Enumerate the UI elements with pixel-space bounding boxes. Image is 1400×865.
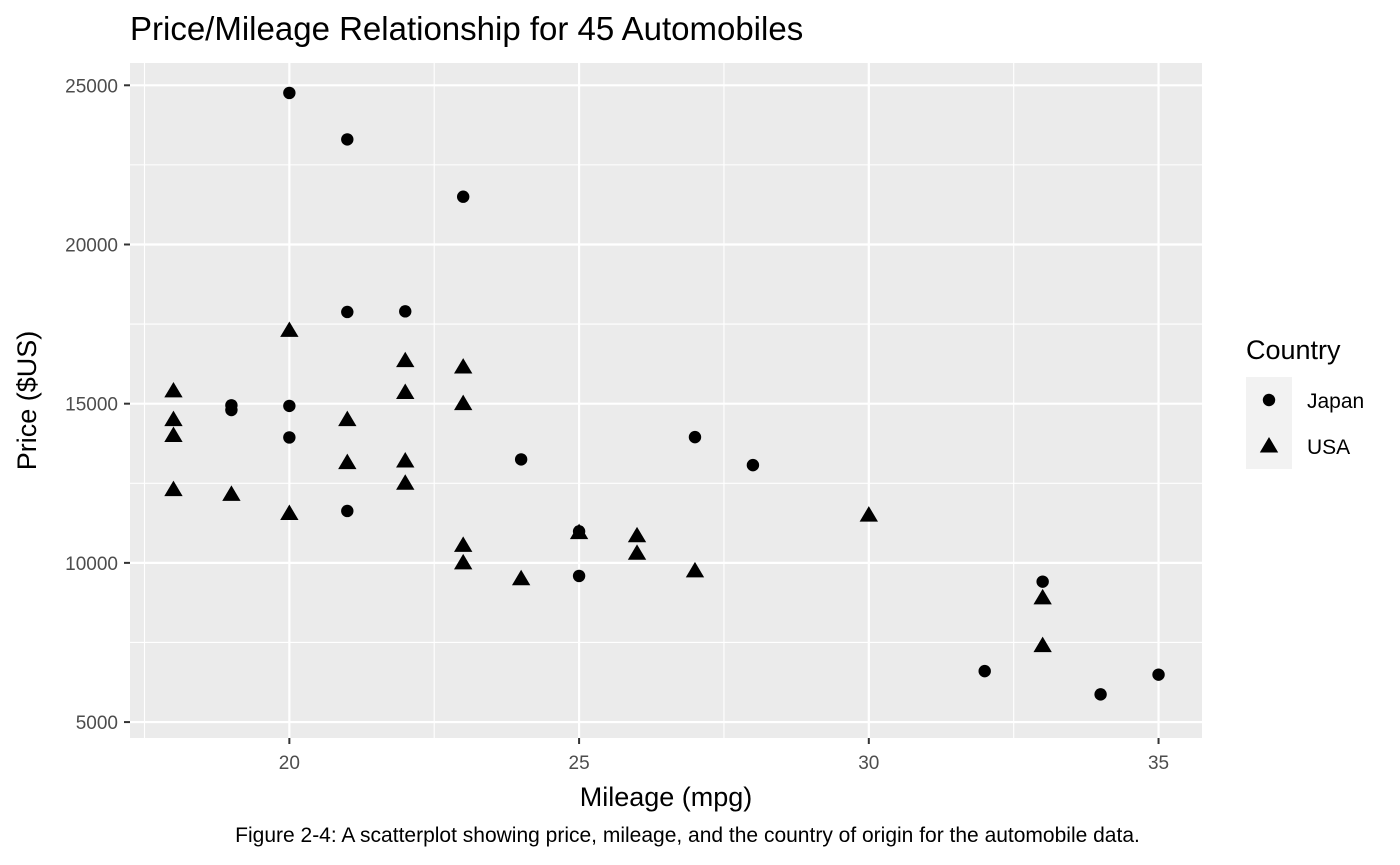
point-usa — [280, 321, 299, 337]
plot-panel — [130, 63, 1202, 738]
point-usa — [1033, 636, 1052, 653]
y-axis-title: Price ($US) — [12, 331, 42, 471]
panel-background — [130, 63, 1202, 738]
point-usa — [164, 480, 183, 497]
point-usa — [627, 544, 647, 560]
x-tick-label: 35 — [1148, 753, 1169, 774]
point-japan — [746, 458, 760, 472]
legend-key-japan — [1262, 393, 1276, 407]
point-usa — [164, 410, 183, 427]
point-japan — [283, 86, 296, 100]
legend-title: Country — [1246, 335, 1341, 365]
point-usa — [454, 553, 473, 570]
point-japan — [225, 403, 238, 417]
point-usa — [685, 561, 705, 578]
point-japan — [572, 569, 586, 583]
point-japan — [283, 399, 296, 413]
point-usa — [396, 451, 415, 468]
data-points — [164, 86, 1165, 701]
point-japan — [688, 430, 702, 444]
point-usa — [1033, 588, 1052, 605]
x-tick-label: 25 — [569, 753, 590, 774]
point-usa — [859, 506, 878, 522]
point-usa — [280, 504, 299, 521]
point-japan — [514, 453, 528, 466]
point-usa — [511, 569, 531, 586]
y-tick-label: 15000 — [65, 395, 118, 416]
y-tick-label: 5000 — [76, 713, 118, 734]
point-usa — [338, 453, 357, 470]
point-japan — [341, 305, 354, 319]
point-usa — [569, 523, 589, 540]
legend-key-background — [1246, 377, 1292, 469]
x-axis-title: Mileage (mpg) — [580, 782, 753, 812]
point-usa — [396, 351, 415, 368]
point-japan — [283, 431, 296, 444]
chart-title: Price/Mileage Relationship for 45 Automo… — [130, 10, 804, 47]
y-tick-label: 20000 — [65, 235, 118, 256]
y-tick-label: 25000 — [65, 76, 118, 97]
x-tick-label: 30 — [858, 753, 879, 774]
legend: Country Japan USA — [1246, 335, 1364, 469]
point-japan — [978, 664, 991, 678]
point-usa — [627, 526, 647, 543]
figure-caption: Figure 2-4: A scatterplot showing price,… — [235, 824, 1140, 847]
point-usa — [222, 485, 241, 501]
legend-label-japan: Japan — [1307, 390, 1364, 413]
point-usa — [454, 536, 473, 552]
point-usa — [164, 381, 183, 398]
point-japan — [399, 305, 412, 318]
legend-label-usa: USA — [1307, 436, 1350, 459]
point-japan — [1094, 688, 1107, 701]
x-tick-label: 20 — [279, 753, 300, 774]
point-usa — [454, 358, 473, 374]
point-usa — [338, 410, 357, 427]
legend-key-usa — [1259, 437, 1279, 453]
point-japan — [341, 133, 354, 146]
point-japan — [1152, 668, 1165, 681]
point-usa — [454, 394, 473, 411]
point-usa — [396, 474, 415, 490]
point-usa — [396, 383, 415, 400]
axes: 20 25 30 35 5000 10000 15000 20000 25000 Mileage … — [12, 76, 1169, 812]
y-tick-label: 10000 — [65, 554, 118, 575]
point-japan — [341, 504, 354, 518]
point-usa — [164, 426, 183, 443]
point-japan — [456, 190, 470, 203]
point-japan — [1036, 575, 1049, 588]
